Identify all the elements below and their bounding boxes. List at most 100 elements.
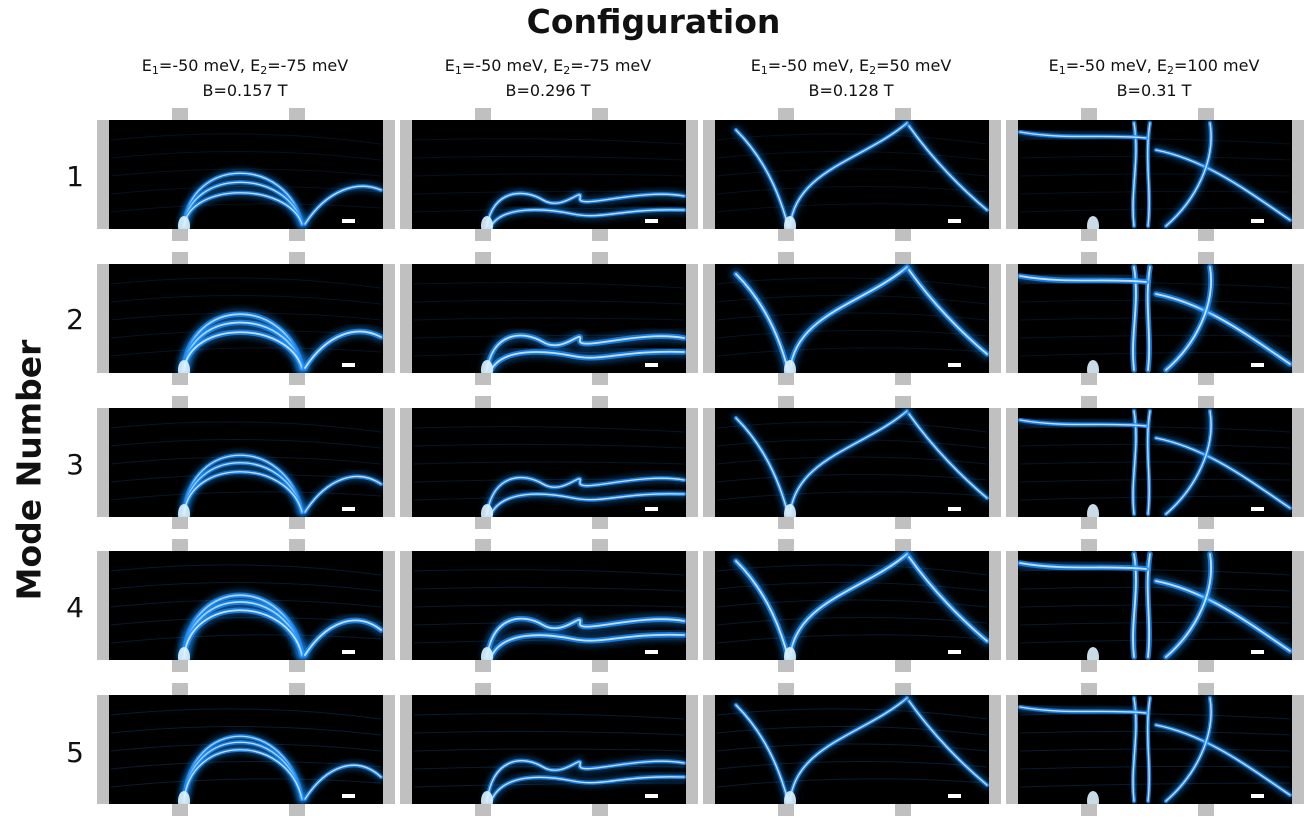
lead-contact [1198, 396, 1214, 408]
current-pattern [110, 133, 383, 229]
right-contact [686, 695, 698, 804]
right-contact [989, 120, 1001, 229]
simulation-panel [703, 695, 1001, 804]
lead-contact [778, 252, 794, 264]
scale-bar [948, 363, 961, 367]
injection-spot [1087, 360, 1099, 373]
simulation-panel [703, 408, 1001, 517]
lead-contact [289, 804, 305, 816]
lead-contact [895, 517, 911, 529]
interference-fringe [110, 778, 382, 788]
current-density-core [735, 129, 789, 227]
simulation-image [1006, 408, 1304, 517]
lead-contact [475, 539, 491, 551]
right-contact [989, 408, 1001, 517]
simulation-panel [703, 120, 1001, 229]
column-header-2: E1=-50 meV, E2=-75 meV B=0.296 T [398, 56, 698, 101]
injection-spot [481, 791, 493, 804]
lead-contact [172, 229, 188, 241]
current-density-core [735, 273, 789, 371]
left-contact [1006, 551, 1018, 660]
lead-contact [1198, 108, 1214, 120]
interference-fringe [413, 586, 685, 592]
simulation-panel [703, 264, 1001, 373]
lead-contact [1081, 373, 1097, 385]
interference-fringe [110, 294, 382, 305]
row-label-2: 2 [66, 303, 84, 336]
lead-contact [1198, 683, 1214, 695]
simulation-panel [703, 551, 1001, 660]
interference-fringe [716, 347, 988, 357]
left-contact [400, 695, 412, 804]
simulation-image [1006, 264, 1304, 373]
left-contact [400, 264, 412, 373]
simulation-image [400, 695, 698, 804]
lead-contact [1198, 660, 1214, 672]
left-contact [97, 551, 109, 660]
interference-fringe [110, 708, 382, 720]
scale-bar [1251, 507, 1264, 511]
interference-fringe [413, 282, 685, 289]
scale-bar [342, 650, 355, 654]
lead-contact [1081, 804, 1097, 816]
interference-fringe [110, 347, 382, 357]
device-region [412, 695, 686, 804]
lead-contact [778, 660, 794, 672]
lead-contact [895, 229, 911, 241]
simulation-panel [97, 695, 395, 804]
interference-fringe [1019, 586, 1291, 592]
left-contact [400, 408, 412, 517]
scale-bar [948, 650, 961, 654]
current-density-core [486, 760, 685, 802]
figure-title: Configuration [526, 2, 781, 41]
lead-contact [592, 683, 608, 695]
lead-contact [475, 108, 491, 120]
scale-bar [948, 219, 961, 223]
simulation-panel [1006, 695, 1304, 804]
y-axis-label: Mode Number [9, 339, 49, 601]
interference-fringe [413, 426, 685, 433]
interference-fringe [716, 634, 988, 644]
current-density-core [183, 192, 303, 227]
current-density-core [304, 764, 382, 800]
lead-contact [592, 373, 608, 385]
lead-contact [1198, 539, 1214, 551]
lead-contact [778, 373, 794, 385]
current-pattern [413, 569, 686, 660]
current-density-core [304, 619, 382, 656]
interference-fringe [1019, 443, 1291, 449]
right-contact [686, 120, 698, 229]
current-density-core [183, 749, 303, 802]
left-contact [1006, 408, 1018, 517]
lead-contact [172, 252, 188, 264]
lead-contact [1081, 539, 1097, 551]
lead-contact [895, 396, 911, 408]
current-density-core [908, 269, 988, 355]
injection-spot [178, 791, 190, 804]
interference-fringe [1019, 351, 1291, 357]
lead-contact [895, 373, 911, 385]
interference-fringe [413, 173, 685, 177]
simulation-image [97, 264, 395, 373]
scale-bar [645, 219, 658, 223]
injection-spot [178, 216, 190, 229]
current-pattern [716, 264, 989, 373]
right-contact [383, 264, 395, 373]
simulation-image [97, 120, 395, 229]
current-pattern [1018, 120, 1292, 229]
interference-fringe [110, 564, 382, 576]
simulation-image [97, 695, 395, 804]
interference-fringe [716, 133, 988, 145]
injection-spot [1087, 791, 1099, 804]
current-pattern [110, 277, 383, 373]
scale-bar [342, 794, 355, 798]
current-pattern [716, 551, 989, 660]
right-contact [989, 695, 1001, 804]
lead-contact [1081, 108, 1097, 120]
current-pattern [110, 564, 383, 660]
lead-contact [1198, 517, 1214, 529]
simulation-panel [1006, 264, 1304, 373]
simulation-panel [1006, 551, 1304, 660]
scale-bar [645, 363, 658, 367]
lead-contact [592, 517, 608, 529]
